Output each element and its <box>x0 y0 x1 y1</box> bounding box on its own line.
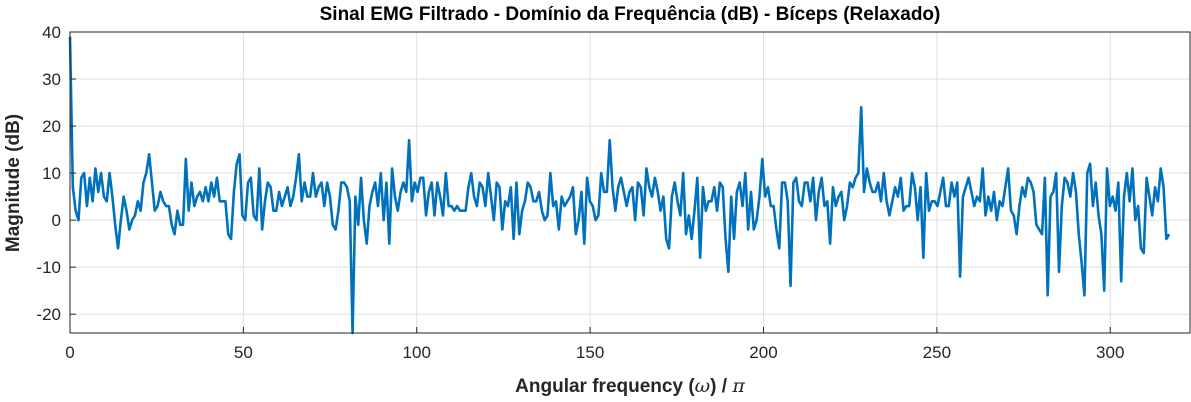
x-tick-label: 0 <box>65 343 74 362</box>
x-tick-label: 250 <box>923 343 951 362</box>
y-tick-label: 20 <box>42 117 61 136</box>
plot-background <box>70 32 1190 333</box>
data-series <box>68 36 1171 335</box>
omega-symbol: ω <box>695 375 711 397</box>
y-tick-label: 10 <box>42 164 61 183</box>
x-axis-label-mid: ) / <box>710 376 732 397</box>
x-axis-label: Angular frequency (ω) / π <box>515 375 745 397</box>
y-tick-label: -20 <box>36 305 61 324</box>
y-tick-label: 0 <box>52 211 61 230</box>
pi-symbol: π <box>731 375 745 397</box>
x-tick-label: 200 <box>749 343 777 362</box>
magnitude-line <box>68 36 1171 335</box>
y-tick-label: 40 <box>42 23 61 42</box>
x-tick-label: 300 <box>1096 343 1124 362</box>
y-axis-label: Magnitude (dB) <box>3 114 24 252</box>
tick-labels: 0 50 100 150 200 250 300 -20 -10 0 10 20 30 40 <box>36 23 1124 362</box>
x-tick-label: 50 <box>234 343 253 362</box>
y-tick-label: 30 <box>42 70 61 89</box>
plot-frame <box>69 31 1191 334</box>
chart-title: Sinal EMG Filtrado - Domínio da Frequênc… <box>320 4 941 25</box>
y-tick-label: -10 <box>36 258 61 277</box>
x-axis-label-prefix: Angular frequency ( <box>515 376 695 397</box>
x-tick-label: 150 <box>576 343 604 362</box>
x-tick-label: 100 <box>403 343 431 362</box>
